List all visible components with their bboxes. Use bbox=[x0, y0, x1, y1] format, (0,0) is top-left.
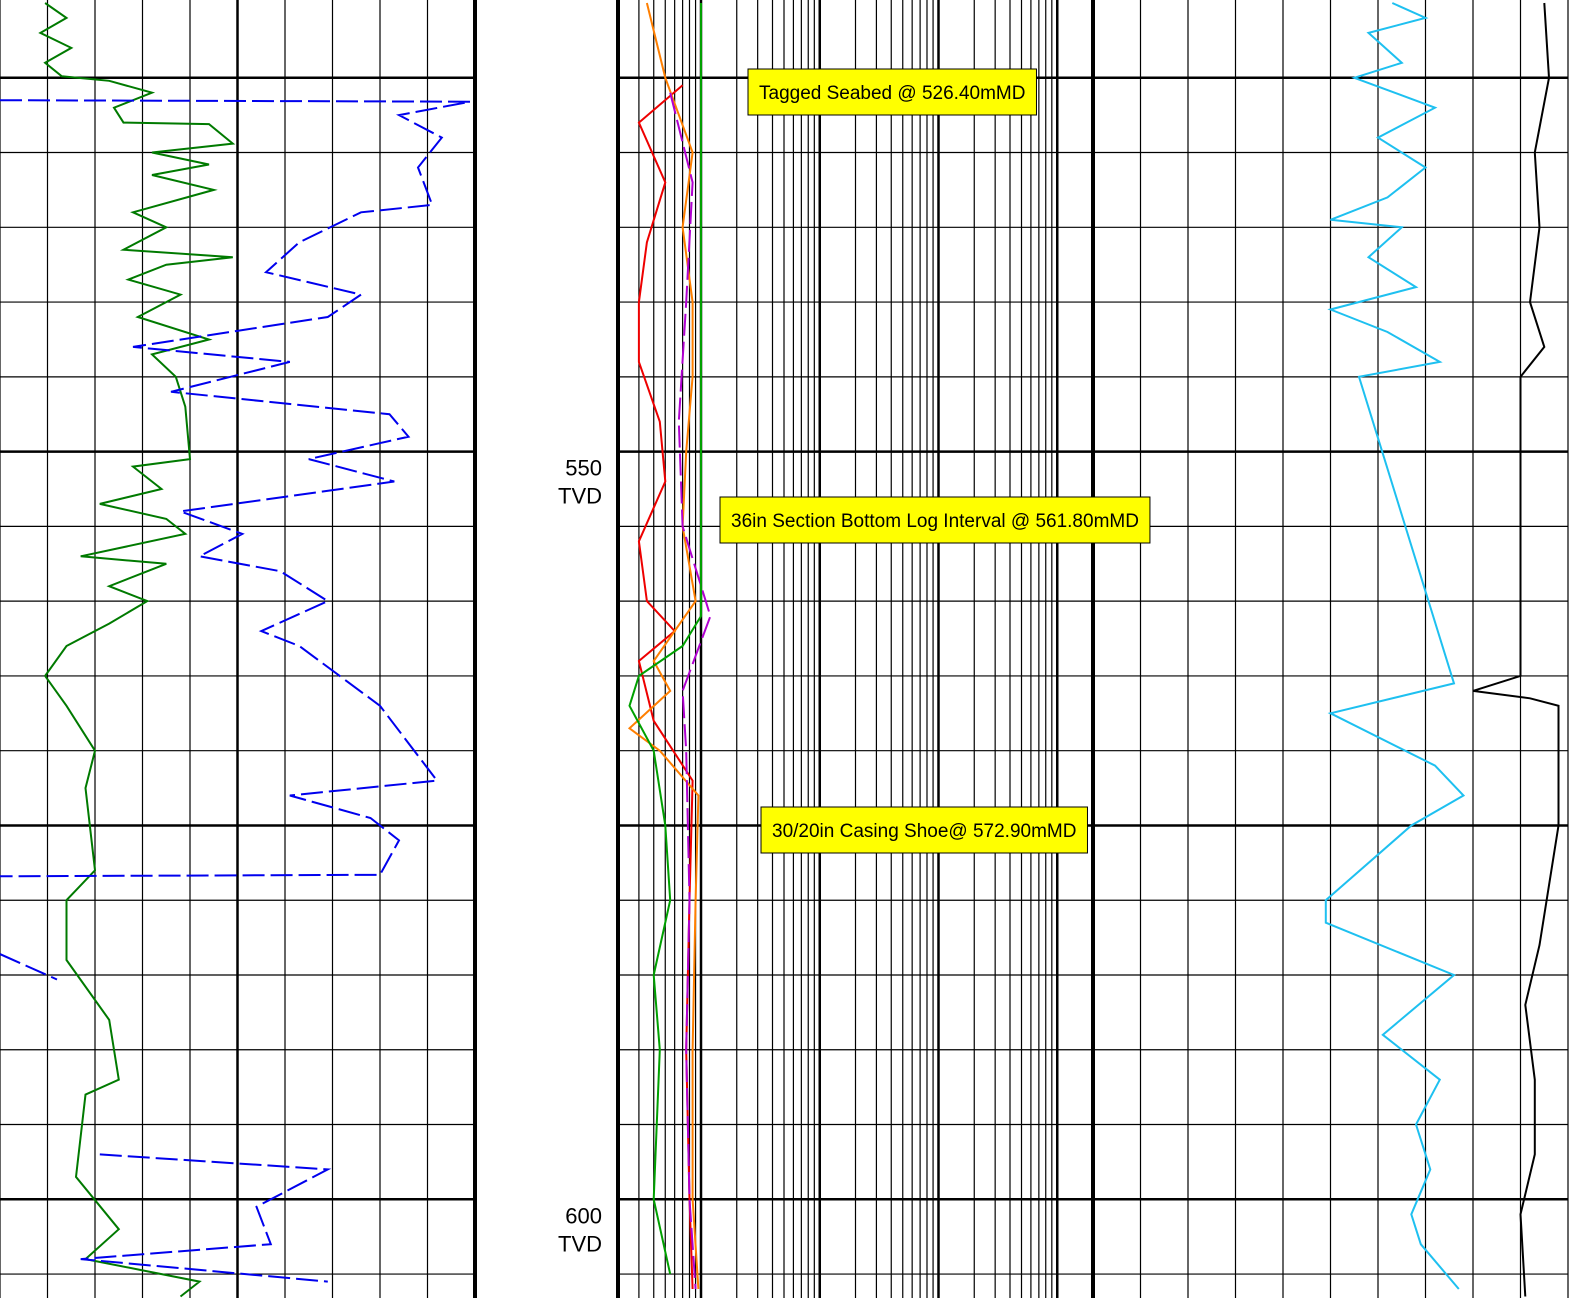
annotation-text: 30/20in Casing Shoe@ 572.90mMD bbox=[772, 821, 1076, 842]
annotation-text: 36in Section Bottom Log Interval @ 561.8… bbox=[731, 511, 1139, 532]
annotation-box bbox=[760, 806, 1088, 854]
annotation: Tagged Seabed @ 526.40mMD bbox=[747, 68, 1037, 116]
log-curve bbox=[38, 2, 236, 1298]
depth-unit: TVD bbox=[558, 1231, 602, 1256]
depth-label: 600 bbox=[565, 1203, 602, 1228]
log-curve bbox=[627, 2, 700, 1290]
log-curve bbox=[1324, 2, 1466, 1290]
depth-label: 550 bbox=[565, 456, 602, 481]
annotation-box bbox=[719, 496, 1151, 544]
log-curve bbox=[628, 3, 702, 1275]
log-curve bbox=[0, 99, 471, 1283]
annotation-text: Tagged Seabed @ 526.40mMD bbox=[759, 83, 1025, 104]
annotation: 36in Section Bottom Log Interval @ 561.8… bbox=[719, 496, 1151, 544]
annotation: 30/20in Casing Shoe@ 572.90mMD bbox=[760, 806, 1088, 854]
log-curve bbox=[669, 92, 712, 1290]
depth-unit: TVD bbox=[558, 484, 602, 509]
log-curve bbox=[1472, 2, 1560, 1297]
annotation-box bbox=[747, 68, 1037, 116]
